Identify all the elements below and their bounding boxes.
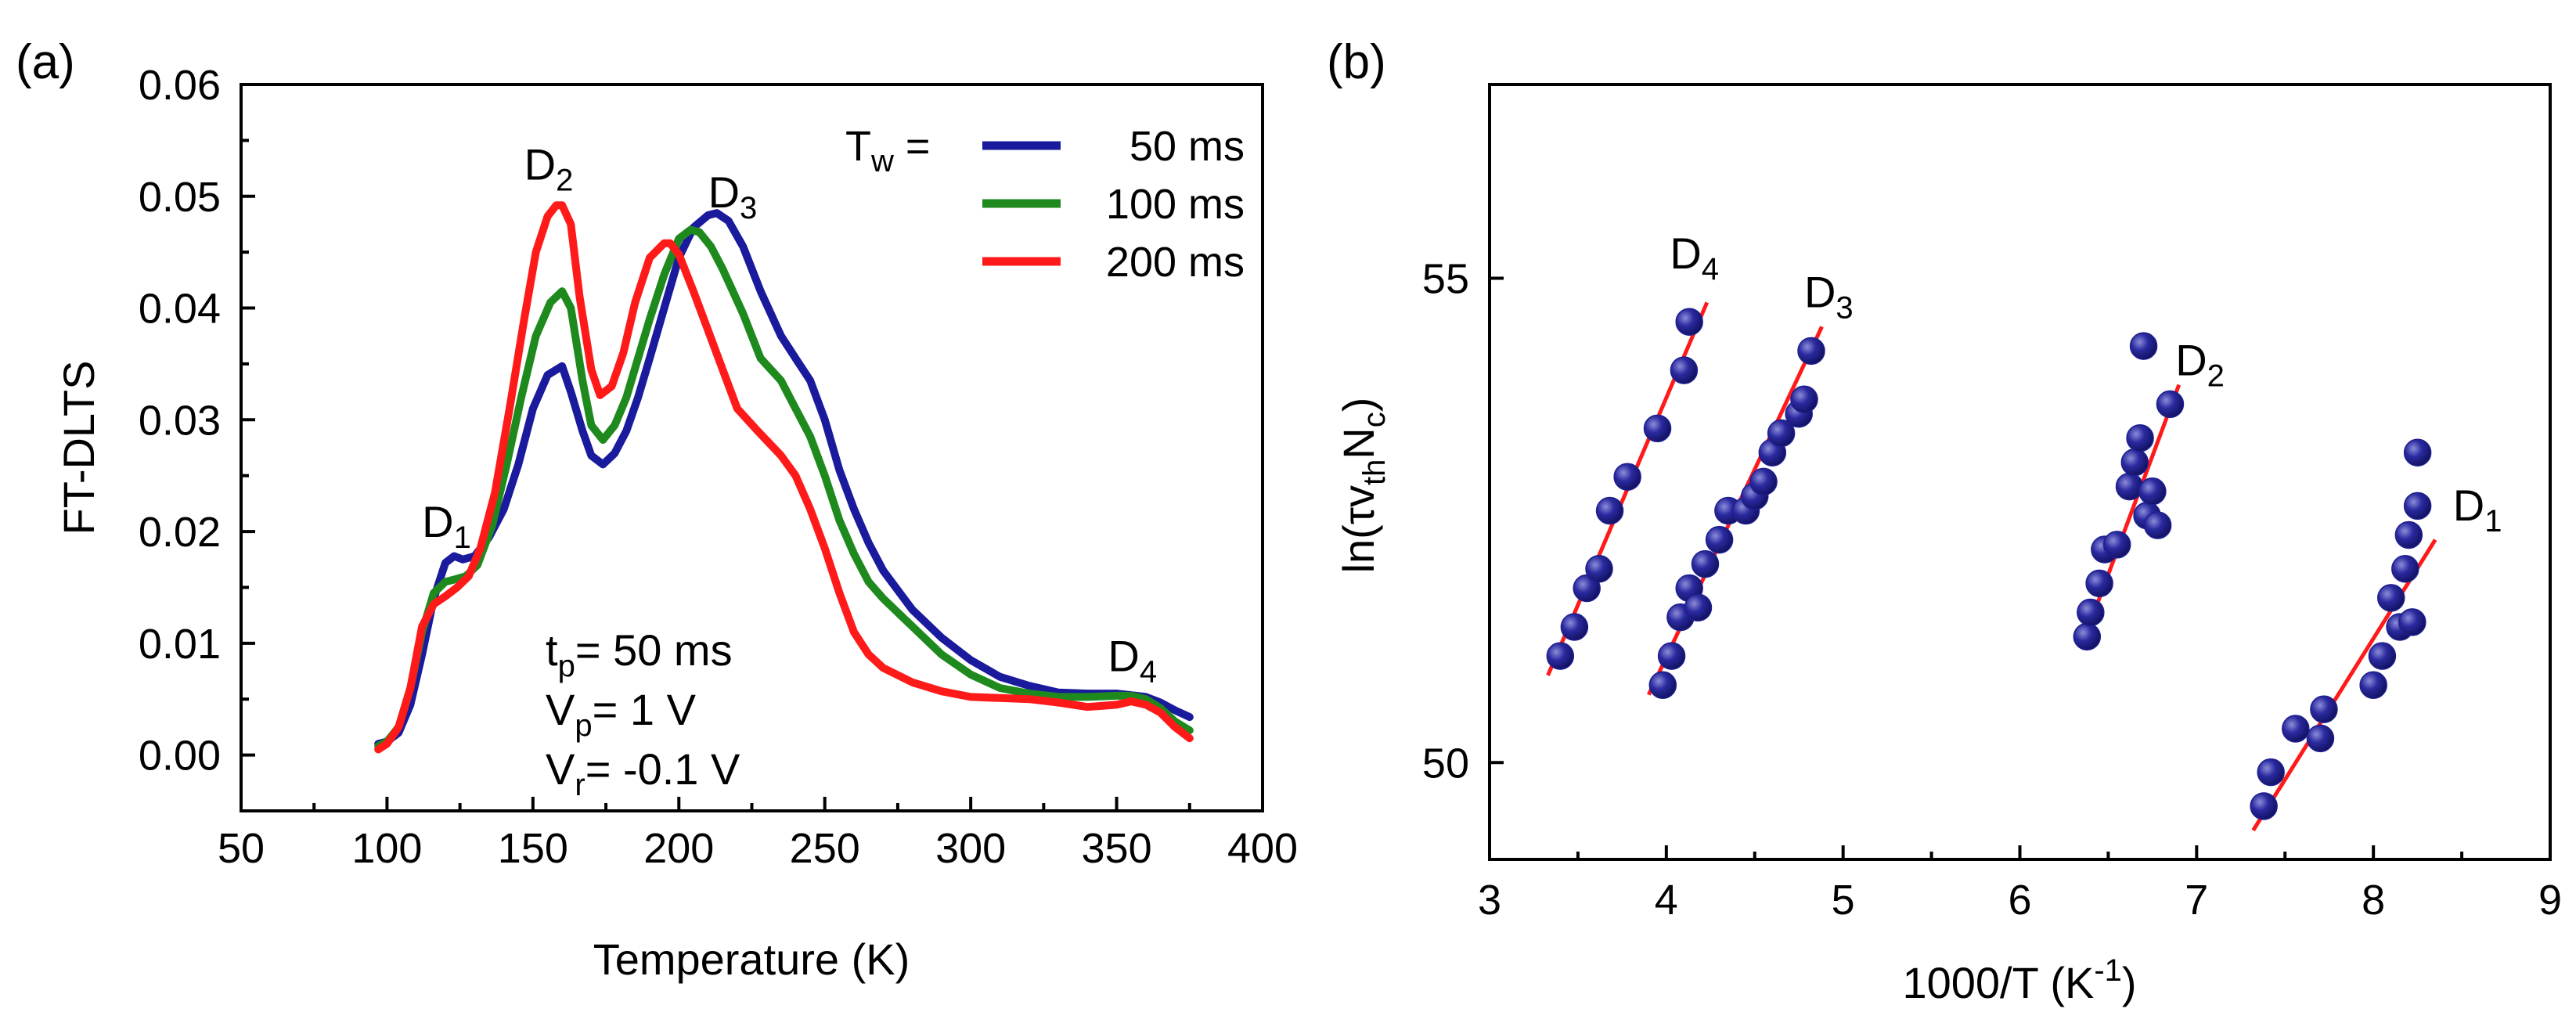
data-point-D1 xyxy=(2391,555,2419,583)
x-tick-label: 400 xyxy=(1227,825,1298,872)
peak-label-D1: D1 xyxy=(422,497,471,555)
data-point-D1 xyxy=(2306,724,2335,753)
data-point-D3 xyxy=(1691,549,1720,578)
panel-a-y-axis-title: FT-DLTS xyxy=(54,361,103,535)
data-point-D2 xyxy=(2073,622,2102,651)
x-tick-label: 4 xyxy=(1655,877,1678,924)
x-tick-label: 3 xyxy=(1478,877,1501,924)
data-point-D1 xyxy=(2394,521,2423,549)
x-tick-label: 5 xyxy=(1832,877,1855,924)
data-point-D3 xyxy=(1657,642,1686,670)
data-point-D4 xyxy=(1675,308,1703,336)
peak-label-D3: D3 xyxy=(708,167,758,225)
data-point-D2 xyxy=(2138,477,2167,506)
panel-a-ft-dlts-chart: (a) 50 100 150 200 250 300 350 400 0.00 0.01 0.02 0… xyxy=(16,35,1298,984)
condition-line: Vp= 1 V xyxy=(546,685,697,743)
data-point-D3 xyxy=(1790,385,1818,413)
data-point-D1 xyxy=(2359,671,2387,699)
panel-b-x-axis-title: 1000/T (K-1) xyxy=(1902,953,2136,1007)
condition-line: Vr= -0.1 V xyxy=(546,744,740,802)
data-point-D3 xyxy=(1767,419,1796,448)
data-point-D2 xyxy=(2156,390,2185,419)
data-point-D1 xyxy=(2398,608,2426,636)
y-tick-label: 0.01 xyxy=(139,621,221,668)
panel-b-plot-frame xyxy=(1488,83,2552,861)
legend-entry-label: 200 ms xyxy=(1106,239,1245,286)
x-tick-label: 100 xyxy=(351,825,422,872)
group-label-D2: D2 xyxy=(2175,335,2225,393)
group-label-D4: D4 xyxy=(1670,229,1719,286)
condition-line: tp= 50 ms xyxy=(546,625,733,683)
group-label-D3: D3 xyxy=(1804,268,1854,326)
x-tick-label: 6 xyxy=(2008,877,2031,924)
x-tick-label: 8 xyxy=(2362,877,2385,924)
data-point-D1 xyxy=(2403,492,2432,521)
panel-b-y-axis-title: ln(τvthNc) xyxy=(1334,398,1392,574)
series-line-200-ms xyxy=(374,201,1194,754)
series-line-100-ms xyxy=(374,225,1194,751)
fit-line-D1 xyxy=(2251,539,2437,832)
panel-a-legend: Tw = 50 ms 100 ms 200 ms xyxy=(845,123,1245,286)
x-tick-label: 7 xyxy=(2185,877,2208,924)
legend-entry-label: 50 ms xyxy=(1129,123,1245,170)
data-point-D1 xyxy=(2377,584,2405,612)
data-point-D2 xyxy=(2077,598,2105,627)
data-point-D3 xyxy=(1648,671,1677,699)
data-point-D4 xyxy=(1546,642,1575,670)
legend-title: Tw = xyxy=(845,123,930,178)
x-tick-label: 350 xyxy=(1082,825,1152,872)
x-tick-label: 250 xyxy=(790,825,860,872)
data-point-D2 xyxy=(2115,472,2144,501)
data-point-D2 xyxy=(2102,531,2131,559)
x-tick-label: 200 xyxy=(643,825,714,872)
x-tick-label: 300 xyxy=(935,825,1006,872)
x-tick-label: 150 xyxy=(498,825,568,872)
data-point-D4 xyxy=(1595,496,1624,525)
x-tick-label: 9 xyxy=(2538,877,2562,924)
data-point-D1 xyxy=(2257,758,2285,787)
panel-b-label: (b) xyxy=(1327,35,1386,89)
data-point-D4 xyxy=(1585,555,1613,583)
group-label-D1: D1 xyxy=(2453,481,2502,539)
data-point-D2 xyxy=(2129,332,2158,360)
data-point-D3 xyxy=(1684,593,1713,621)
data-point-D3 xyxy=(1797,337,1825,366)
data-point-D4 xyxy=(1613,463,1641,491)
data-point-D1 xyxy=(2310,695,2338,723)
legend-entry-label: 100 ms xyxy=(1106,181,1245,228)
data-point-D2 xyxy=(2085,569,2113,598)
panel-a-label: (a) xyxy=(16,35,75,89)
series-line-50-ms xyxy=(374,209,1194,748)
y-tick-label: 55 xyxy=(1422,256,1469,303)
data-point-D2 xyxy=(2126,423,2154,452)
panel-a-x-axis-title: Temperature (K) xyxy=(593,935,910,984)
data-point-D4 xyxy=(1670,356,1699,384)
data-point-D1 xyxy=(2282,715,2310,743)
y-tick-label: 0.02 xyxy=(139,509,221,556)
peak-label-D4: D4 xyxy=(1108,632,1157,690)
y-tick-label: 0.04 xyxy=(139,286,221,333)
data-point-D1 xyxy=(2403,438,2432,466)
data-point-D2 xyxy=(2120,448,2149,477)
data-point-D2 xyxy=(2143,511,2172,539)
y-tick-label: 0.06 xyxy=(139,62,221,109)
y-tick-label: 50 xyxy=(1422,740,1469,787)
data-point-D4 xyxy=(1560,613,1589,641)
y-tick-label: 0.00 xyxy=(139,733,221,780)
data-point-D3 xyxy=(1749,467,1778,496)
y-tick-label: 0.05 xyxy=(139,174,221,221)
data-point-D1 xyxy=(2250,792,2278,820)
data-point-D1 xyxy=(2368,642,2397,670)
x-tick-label: 50 xyxy=(218,825,265,872)
data-point-D4 xyxy=(1643,414,1672,443)
y-tick-label: 0.03 xyxy=(139,397,221,444)
peak-label-D2: D2 xyxy=(524,139,574,197)
data-point-D3 xyxy=(1705,525,1734,554)
